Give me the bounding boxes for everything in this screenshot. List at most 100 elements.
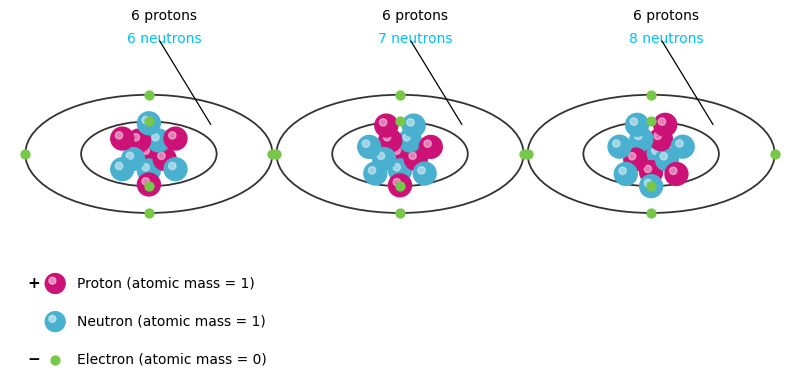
Text: 8 neutrons: 8 neutrons [629,32,703,46]
Circle shape [169,132,176,139]
Circle shape [630,118,638,125]
Circle shape [115,132,122,139]
Circle shape [624,148,646,171]
Circle shape [655,148,678,171]
Circle shape [378,129,402,152]
Circle shape [373,147,396,170]
Point [394,183,406,189]
Point [270,151,283,157]
Point [394,118,406,124]
Circle shape [389,159,411,182]
Circle shape [647,142,670,165]
Circle shape [142,116,150,124]
Circle shape [110,158,134,180]
Circle shape [115,162,122,170]
Circle shape [665,162,688,185]
Circle shape [126,152,134,159]
Point [142,210,155,216]
Point [645,118,658,124]
Circle shape [404,147,427,170]
Circle shape [393,164,401,171]
Circle shape [364,162,386,185]
Point [49,357,62,363]
Circle shape [46,273,65,293]
Circle shape [369,167,376,174]
Circle shape [613,140,620,147]
Point [394,92,406,98]
Circle shape [619,167,626,174]
Point [645,92,658,98]
Text: Proton (atomic mass = 1): Proton (atomic mass = 1) [77,276,255,290]
Circle shape [414,162,436,185]
Circle shape [658,118,666,125]
Circle shape [169,162,176,170]
Circle shape [393,179,401,186]
Circle shape [629,153,636,160]
Circle shape [142,147,150,154]
Circle shape [164,158,187,180]
Circle shape [640,161,662,184]
Point [142,183,155,189]
Circle shape [676,140,683,147]
Circle shape [393,147,401,154]
Circle shape [147,129,170,152]
Circle shape [654,113,677,136]
Point [521,151,534,157]
Circle shape [378,152,385,159]
Circle shape [652,147,659,154]
Circle shape [418,167,425,174]
Text: 6 protons: 6 protons [633,9,699,23]
Circle shape [670,167,677,174]
Text: −: − [27,352,40,367]
Point [266,151,279,157]
Circle shape [152,134,159,141]
Text: 6 protons: 6 protons [382,9,448,23]
Circle shape [138,173,160,196]
Circle shape [46,312,65,331]
Circle shape [644,165,651,172]
Text: +: + [27,276,40,291]
Circle shape [632,142,655,165]
Circle shape [398,129,422,152]
Circle shape [644,179,651,187]
Circle shape [671,135,694,158]
Circle shape [660,153,667,160]
Circle shape [409,152,416,159]
Circle shape [158,152,165,159]
Point [645,183,658,189]
Circle shape [49,315,56,322]
Circle shape [362,140,370,147]
Circle shape [154,147,176,170]
Point [768,151,781,157]
Circle shape [49,277,56,284]
Circle shape [419,136,442,158]
Circle shape [383,134,390,141]
Point [517,151,530,157]
Circle shape [630,128,653,151]
Circle shape [614,162,638,185]
Point [394,210,406,216]
Circle shape [608,135,631,158]
Circle shape [389,174,411,197]
Text: 6 protons: 6 protons [131,9,197,23]
Circle shape [626,113,649,136]
Point [142,118,155,124]
Circle shape [138,159,160,182]
Circle shape [640,175,662,198]
Circle shape [424,140,431,147]
Text: 6 neutrons: 6 neutrons [126,32,201,46]
Circle shape [650,128,672,151]
Circle shape [128,129,150,152]
Circle shape [132,134,139,141]
Text: Neutron (atomic mass = 1): Neutron (atomic mass = 1) [77,314,266,329]
Circle shape [164,127,187,150]
Circle shape [407,119,414,126]
Point [19,151,32,157]
Circle shape [110,127,134,150]
Circle shape [138,112,160,135]
Circle shape [389,142,411,165]
Circle shape [122,147,145,170]
Point [645,210,658,216]
Circle shape [375,114,398,137]
Text: Electron (atomic mass = 0): Electron (atomic mass = 0) [77,353,267,367]
